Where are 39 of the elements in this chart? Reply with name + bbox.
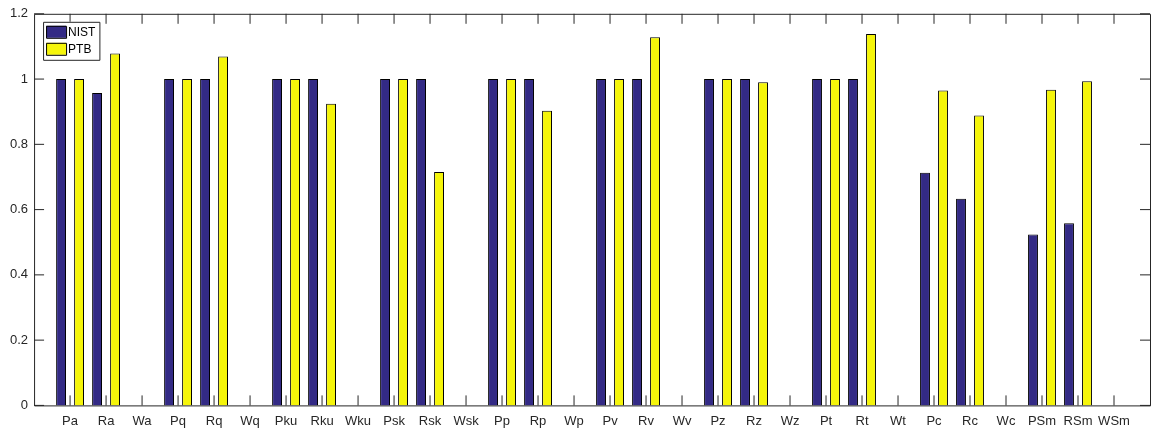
x-tick-label: Wa <box>132 412 153 428</box>
x-tick-label: Wq <box>240 412 260 428</box>
x-tick-label: Pv <box>602 412 619 428</box>
x-tick-label: PSm <box>1027 412 1057 428</box>
x-tick-label: Wc <box>996 412 1016 428</box>
x-tick-label: Pp <box>494 412 510 428</box>
legend-label: PTB <box>68 42 92 57</box>
x-tick-label: Wv <box>672 412 692 428</box>
x-tick-label: Ra <box>97 412 116 428</box>
x-tick-label: Pc <box>926 412 943 428</box>
y-tick-label: 0.4 <box>9 266 29 282</box>
x-tick-label: Rsk <box>418 412 442 428</box>
x-tick-label: Rp <box>529 412 547 428</box>
x-tick-label: Rku <box>310 412 334 428</box>
x-tick-label: Wp <box>564 412 584 428</box>
y-tick-label: 1.2 <box>9 5 29 21</box>
x-tick-label: Pz <box>710 412 726 428</box>
y-tick-label: 0.6 <box>9 201 29 217</box>
y-tick-label: 0.2 <box>9 331 29 347</box>
x-tick-label: Pq <box>170 412 187 428</box>
x-tick-label: Rz <box>746 412 762 428</box>
legend-label: NIST <box>68 25 97 40</box>
x-tick-label: Rv <box>638 412 655 428</box>
x-tick-label: Wsk <box>453 412 480 428</box>
x-tick-label: Wz <box>780 412 800 428</box>
x-tick-label: Wt <box>890 412 907 428</box>
y-tick-label: 1 <box>20 70 29 86</box>
x-tick-label: RSm <box>1063 412 1093 428</box>
x-tick-label: Rc <box>962 412 979 428</box>
x-tick-label: Wku <box>345 412 372 428</box>
x-tick-label: Rq <box>205 412 223 428</box>
x-tick-label: Psk <box>383 412 406 428</box>
x-tick-label: Pt <box>819 412 833 428</box>
x-tick-label: Pa <box>62 412 79 428</box>
y-tick-label: 0.8 <box>9 135 29 151</box>
x-tick-label: Pku <box>274 412 298 428</box>
y-tick-label: 0 <box>20 396 29 412</box>
x-tick-label: WSm <box>1098 412 1130 428</box>
x-tick-label: Rt <box>855 412 869 428</box>
